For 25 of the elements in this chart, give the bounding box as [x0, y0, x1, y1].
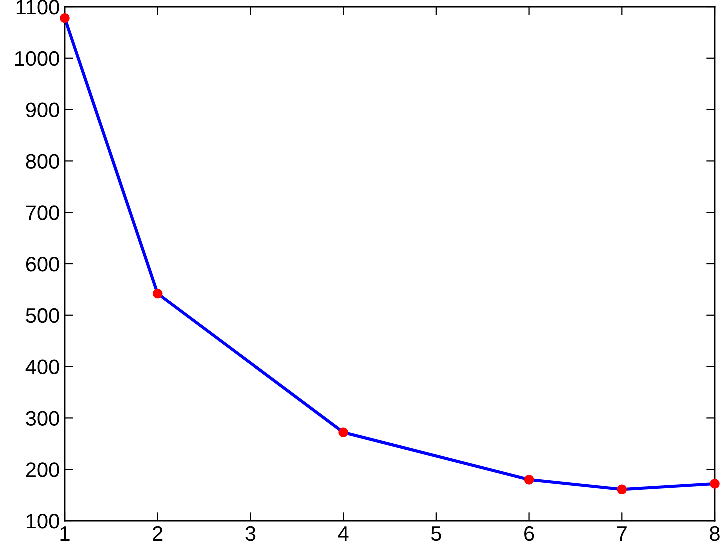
point [617, 484, 628, 495]
y-tick-label: 1000 [15, 51, 60, 66]
y-tick-label: 800 [26, 154, 60, 169]
point [710, 479, 720, 489]
y-tick-label: 400 [26, 360, 60, 375]
x-tick-label: 3 [246, 526, 256, 542]
point [152, 288, 163, 299]
y-tick-label: 200 [26, 462, 60, 478]
x-tick-label: 8 [710, 526, 720, 542]
point [60, 13, 70, 24]
y-tick-label: 700 [26, 206, 60, 220]
y-tick-label: 300 [26, 411, 60, 426]
x-tick-label: 7 [617, 526, 627, 541]
x-tick-label: 5 [431, 526, 442, 542]
x-tick-label: 2 [153, 526, 163, 541]
y-tick-label: 500 [26, 308, 60, 324]
point [524, 475, 534, 485]
y-tick-label: 900 [26, 102, 60, 118]
y-tick-label: 100 [26, 514, 60, 529]
x-tick-label: 1 [60, 526, 70, 541]
point [338, 428, 348, 438]
x-tick-label: 6 [524, 526, 534, 542]
x-tick-label: 4 [338, 526, 349, 541]
y-tick-label: 600 [26, 257, 60, 272]
y-tick-label: 1100 [16, 0, 60, 15]
